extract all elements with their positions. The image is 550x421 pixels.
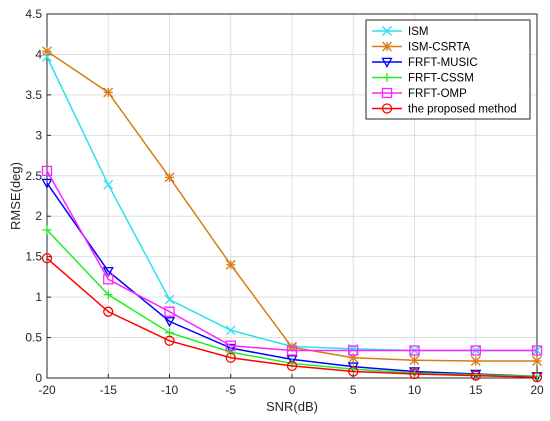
legend-entry-frft-music: FRFT-MUSIC <box>372 57 478 69</box>
data-point-the-proposed-method <box>348 366 359 377</box>
data-point-ism <box>103 179 114 190</box>
x-tick-label: 20 <box>530 383 544 397</box>
data-point-frft-omp <box>225 340 236 351</box>
y-tick-label: 1.5 <box>25 250 42 264</box>
data-point-frft-omp <box>470 345 481 356</box>
legend-box <box>365 19 531 120</box>
x-tick-label: 10 <box>408 383 422 397</box>
x-tick-label: -10 <box>161 383 179 397</box>
data-point-ism-csrta <box>103 87 114 98</box>
data-point-frft-omp <box>348 345 359 356</box>
legend-marker <box>382 41 392 52</box>
legend-entry-frft-omp: FRFT-OMP <box>372 87 467 100</box>
legend-entry-frft-cssm: FRFT-CSSM <box>372 73 474 85</box>
legend-marker <box>382 73 392 82</box>
data-point-ism-csrta <box>470 356 481 366</box>
y-axis-label: RMSE(deg) <box>8 162 23 230</box>
x-tick-label: 15 <box>469 383 483 397</box>
legend-marker <box>381 57 393 68</box>
legend-marker <box>381 103 393 114</box>
data-point-ism-csrta <box>164 172 175 183</box>
data-point-the-proposed-method <box>164 335 175 346</box>
y-tick-label: 2 <box>35 209 42 223</box>
y-tick-label: 0.5 <box>25 331 42 345</box>
x-tick-label: -5 <box>225 383 236 397</box>
legend-marker <box>382 26 392 36</box>
data-point-frft-omp <box>41 165 53 177</box>
data-point-the-proposed-method <box>470 370 481 381</box>
legend-label: FRFT-OMP <box>408 88 467 100</box>
data-point-frft-cssm <box>42 225 52 235</box>
data-point-frft-music <box>41 178 53 189</box>
y-tick-label: 4 <box>35 47 42 61</box>
data-point-ism-csrta <box>225 259 236 270</box>
data-point-frft-omp <box>103 274 114 285</box>
data-point-frft-omp <box>286 345 298 356</box>
data-point-the-proposed-method <box>531 372 543 383</box>
data-point-ism-csrta <box>409 355 420 366</box>
series-line-the-proposed-method <box>46 257 538 378</box>
y-tick-label: 4.5 <box>25 7 42 21</box>
legend-entry-the-proposed-method: the proposed method <box>372 103 517 116</box>
data-point-frft-music <box>102 266 114 278</box>
data-point-frft-cssm <box>226 347 236 357</box>
data-point-frft-music <box>408 367 421 378</box>
data-point-frft-music <box>225 343 237 354</box>
y-tick-label: 0 <box>35 371 42 385</box>
x-tick-label: 0 <box>289 383 296 397</box>
legend-marker <box>381 87 393 99</box>
data-point-ism <box>225 325 236 336</box>
data-point-ism <box>164 294 175 305</box>
legend-label: the proposed method <box>408 104 517 116</box>
data-point-the-proposed-method <box>103 306 114 317</box>
series-frft-omp <box>41 165 543 356</box>
axis-ticks: -20 -15 -10 -5 0 5 10 15 20 0 0.5 1 1.5 2 2.5 3 3.5 4 4.5 <box>25 7 544 397</box>
data-point-frft-omp <box>164 306 175 317</box>
x-tick-label: 5 <box>350 383 357 397</box>
data-series <box>41 46 543 383</box>
legend-entry-ism-csrta: ISM-CSRTA <box>372 42 471 54</box>
data-point-frft-music <box>163 317 176 328</box>
y-tick-label: 3.5 <box>25 88 42 102</box>
legend-label: FRFT-CSSM <box>408 73 474 85</box>
data-point-the-proposed-method <box>286 360 298 372</box>
data-point-the-proposed-method <box>41 253 53 264</box>
series-the-proposed-method <box>41 253 543 383</box>
y-tick-label: 1 <box>35 290 42 304</box>
data-point-frft-cssm <box>103 290 113 300</box>
x-axis-label: SNR(dB) <box>266 399 318 414</box>
x-tick-label: -15 <box>100 383 118 397</box>
data-point-the-proposed-method <box>225 352 236 363</box>
data-point-frft-music <box>286 355 298 366</box>
legend-label: ISM <box>408 26 428 38</box>
y-tick-label: 3 <box>35 128 42 142</box>
data-point-ism-csrta <box>42 46 52 57</box>
x-tick-label: -20 <box>38 383 56 397</box>
data-point-ism-csrta <box>532 356 542 366</box>
legend: ISM ISM-CSRTA FRFT-MUSIC FRFT-CSSM FRFT-OMP t… <box>365 19 531 120</box>
legend-label: FRFT-MUSIC <box>408 57 478 69</box>
series-line-frft-omp <box>46 170 537 352</box>
legend-label: ISM-CSRTA <box>408 42 471 54</box>
legend-entry-ism: ISM <box>372 26 428 38</box>
data-point-frft-omp <box>531 345 543 356</box>
data-point-the-proposed-method <box>409 368 420 380</box>
data-point-frft-omp <box>409 345 420 356</box>
y-tick-label: 2.5 <box>25 169 42 183</box>
